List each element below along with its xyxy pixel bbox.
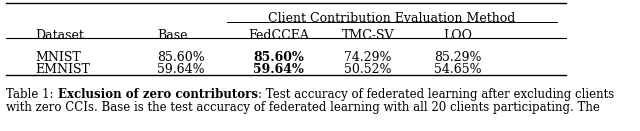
Text: MNIST: MNIST bbox=[35, 51, 81, 64]
Text: with zero CCIs. Base is the test accuracy of federated learning with all 20 clie: with zero CCIs. Base is the test accurac… bbox=[6, 101, 600, 114]
Text: 59.64%: 59.64% bbox=[157, 63, 204, 76]
Text: TMC-SV: TMC-SV bbox=[342, 29, 394, 42]
Text: Base: Base bbox=[157, 29, 188, 42]
Text: Client Contribution Evaluation Method: Client Contribution Evaluation Method bbox=[268, 12, 516, 25]
Text: Table 1:: Table 1: bbox=[6, 88, 58, 101]
Text: LOO: LOO bbox=[443, 29, 472, 42]
Text: 85.60%: 85.60% bbox=[157, 51, 205, 64]
Text: Dataset: Dataset bbox=[35, 29, 84, 42]
Text: Exclusion of zero contributors: Exclusion of zero contributors bbox=[58, 88, 258, 101]
Text: 74.29%: 74.29% bbox=[344, 51, 392, 64]
Text: EMNIST: EMNIST bbox=[35, 63, 90, 76]
Text: 85.29%: 85.29% bbox=[434, 51, 481, 64]
Text: 85.60%: 85.60% bbox=[253, 51, 304, 64]
Text: FedCCEA: FedCCEA bbox=[248, 29, 309, 42]
Text: 54.65%: 54.65% bbox=[434, 63, 481, 76]
Text: 50.52%: 50.52% bbox=[344, 63, 392, 76]
Text: 59.64%: 59.64% bbox=[253, 63, 304, 76]
Text: : Test accuracy of federated learning after excluding clients: : Test accuracy of federated learning af… bbox=[258, 88, 614, 101]
